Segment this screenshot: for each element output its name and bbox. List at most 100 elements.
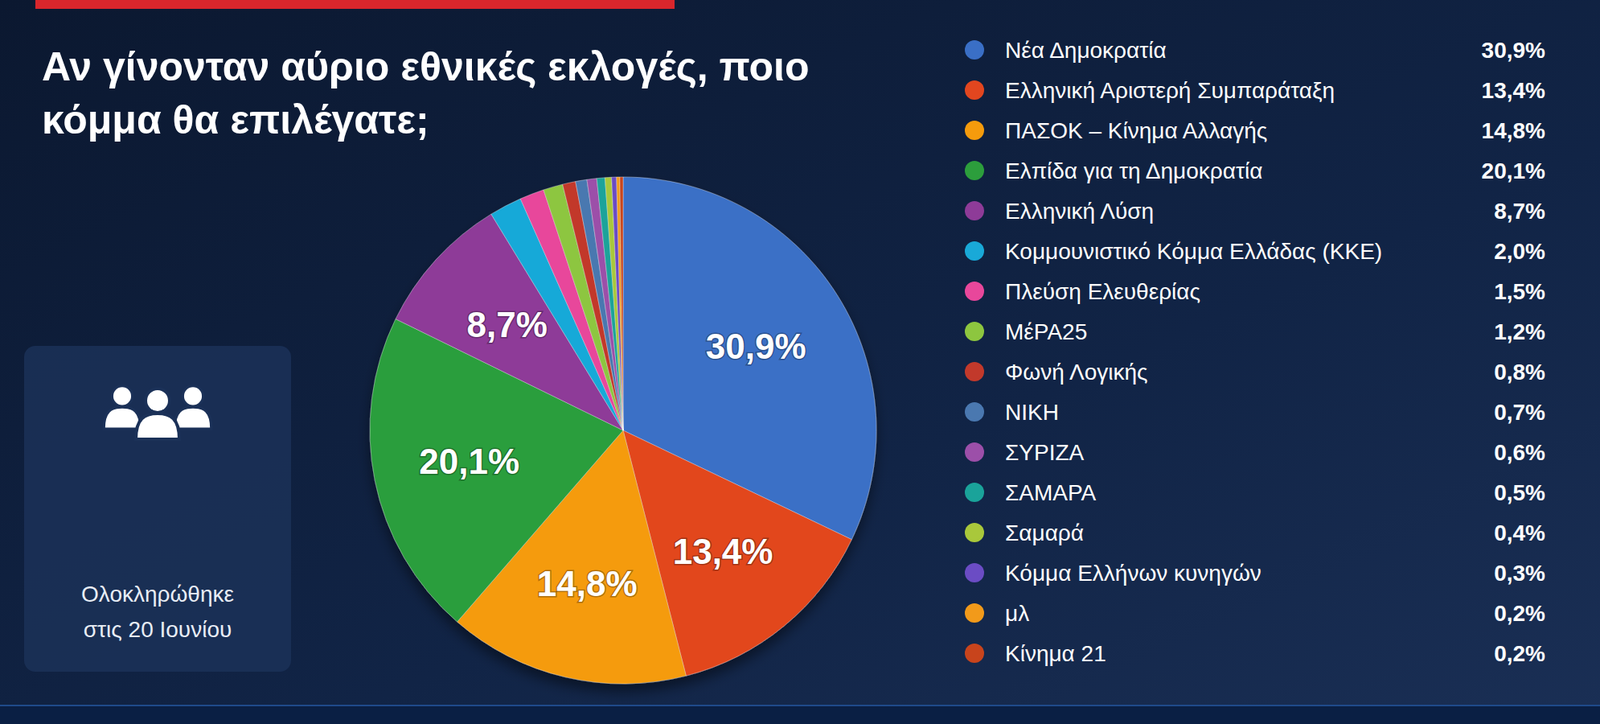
legend-item: Κίνημα 21 0,2% [964, 640, 1546, 666]
legend-value: 1,5% [1493, 278, 1546, 304]
legend-value: 0,2% [1493, 640, 1546, 666]
chart: Αν γίνονταν αύριο εθνικές εκλογές, ποιο κ… [0, 0, 1600, 724]
icon-head [182, 385, 204, 407]
legend-swatch [964, 603, 985, 623]
legend-swatch [964, 120, 985, 140]
legend-label: ΝΙΚΗ [1005, 399, 1059, 425]
icon-person [174, 385, 212, 430]
legend-item: ΣΑΜΑΡΑ 0,5% [964, 480, 1546, 505]
pie-wrap [369, 176, 877, 684]
legend-label: Κομμουνιστικό Κόμμα Ελλάδας (ΚΚΕ) [1005, 238, 1383, 264]
data-label: 8,7% [466, 304, 547, 345]
icon-body [174, 406, 212, 429]
data-label: 20,1% [418, 441, 520, 481]
legend-value: 0,5% [1493, 480, 1546, 505]
bottom-band [0, 705, 1600, 724]
top-bar [35, 0, 675, 9]
data-label: 14,8% [537, 563, 638, 604]
slices [369, 176, 877, 684]
legend-label: ΣΥΡΙΖΑ [1005, 439, 1085, 465]
data-labels: 30,9% 13,4% 14,8% 20,1% 8,7% [418, 304, 806, 604]
legend-value: 0,7% [1493, 399, 1546, 425]
icon-head [145, 388, 170, 413]
legend-value: 2,0% [1493, 238, 1546, 264]
legend-label: Κόμμα Ελλήνων κυνηγών [1005, 560, 1262, 586]
legend: Νέα Δημοκρατία 30,9% Ελληνική Αριστερή Συμ… [964, 37, 1546, 666]
legend-item: Νέα Δημοκρατία 30,9% [964, 37, 1546, 63]
pie-slice [596, 177, 624, 431]
data-label: 13,4% [672, 531, 774, 571]
legend-item: Ελληνική Αριστερή Συμπαράταξη 13,4% [964, 77, 1546, 103]
legend-label: μλ [1005, 600, 1030, 626]
icon [103, 385, 212, 439]
legend-swatch [964, 321, 985, 341]
info-box: Ολοκληρώθηκε στις 20 Ιουνίου [24, 345, 292, 672]
legend-value: 0,2% [1493, 600, 1546, 626]
legend-value: 1,2% [1493, 319, 1546, 345]
legend-value: 0,6% [1493, 439, 1546, 465]
legend-swatch [964, 40, 985, 60]
legend-label: ΣΑΜΑΡΑ [1005, 480, 1097, 505]
legend-item: Φωνή Λογικής 0,8% [964, 359, 1546, 385]
legend-item: Πλεύση Ελευθερίας 1,5% [964, 278, 1546, 304]
legend-value: 13,4% [1481, 77, 1546, 103]
pie-slice [604, 176, 624, 431]
legend-item: Ελπίδα για τη Δημοκρατία 20,1% [964, 158, 1546, 184]
legend-swatch [964, 643, 985, 663]
icon-person [135, 388, 180, 439]
legend-swatch [964, 241, 985, 261]
legend-label: ΠΑΣΟΚ – Κίνημα Αλλαγής [1005, 118, 1268, 144]
plot-area [369, 176, 877, 684]
text-line: Ολοκληρώθηκε [81, 581, 234, 607]
annotation: Ολοκληρώθηκε στις 20 Ιουνίου [81, 581, 234, 642]
legend-label: Ελληνική Λύση [1005, 198, 1154, 224]
info-box-bg [24, 345, 292, 672]
legend-item: ΜέΡΑ25 1,2% [964, 319, 1546, 345]
pie-slice [611, 176, 624, 431]
legend-swatch [964, 442, 985, 462]
legend-label: Νέα Δημοκρατία [1005, 37, 1167, 63]
legend-label: Ελληνική Αριστερή Συμπαράταξη [1005, 77, 1335, 103]
pie-slice [619, 176, 624, 431]
legend-swatch [964, 201, 985, 221]
text-line: Αν γίνονταν αύριο εθνικές εκλογές, ποιο [41, 44, 809, 90]
icon-body [135, 413, 180, 439]
legend-swatch [964, 522, 985, 542]
legend-item: μλ 0,2% [964, 600, 1546, 626]
bottom-line [0, 704, 1600, 706]
legend-swatch [964, 80, 985, 100]
icon-person [103, 385, 141, 430]
legend-swatch [964, 402, 985, 422]
legend-value: 14,8% [1481, 118, 1546, 144]
legend-swatch [964, 160, 985, 181]
legend-value: 0,8% [1493, 359, 1546, 385]
legend-item: Σαμαρά 0,4% [964, 520, 1546, 546]
pie-slice [616, 176, 624, 431]
legend-swatch [964, 482, 985, 502]
background [0, 0, 1600, 724]
legend-value: 8,7% [1493, 198, 1546, 224]
legend-swatch [964, 361, 985, 382]
legend-item: ΠΑΣΟΚ – Κίνημα Αλλαγής 14,8% [964, 118, 1546, 144]
text-line: στις 20 Ιουνίου [83, 616, 233, 642]
legend-label: Πλεύση Ελευθερίας [1005, 278, 1201, 304]
legend-label: Κίνημα 21 [1005, 640, 1107, 666]
legend-item: Κόμμα Ελλήνων κυνηγών 0,3% [964, 560, 1546, 586]
legend-value: 0,3% [1493, 560, 1546, 586]
legend-value: 30,9% [1481, 37, 1546, 63]
legend-swatch [964, 562, 985, 583]
text-line: κόμμα θα επιλέγατε; [41, 97, 430, 143]
legend-swatch [964, 281, 985, 301]
legend-item: Ελληνική Λύση 8,7% [964, 198, 1546, 224]
title: Αν γίνονταν αύριο εθνικές εκλογές, ποιο κ… [41, 44, 809, 143]
legend-item: Κομμουνιστικό Κόμμα Ελλάδας (ΚΚΕ) 2,0% [964, 238, 1546, 264]
data-label: 30,9% [705, 326, 807, 366]
legend-item: ΣΥΡΙΖΑ 0,6% [964, 439, 1546, 465]
legend-value: 20,1% [1481, 158, 1546, 184]
legend-label: Ελπίδα για τη Δημοκρατία [1005, 158, 1263, 184]
legend-value: 0,4% [1493, 520, 1546, 546]
legend-label: Σαμαρά [1005, 520, 1084, 546]
legend-label: ΜέΡΑ25 [1005, 319, 1088, 345]
legend-label: Φωνή Λογικής [1005, 359, 1149, 385]
legend-item: ΝΙΚΗ 0,7% [964, 399, 1546, 425]
